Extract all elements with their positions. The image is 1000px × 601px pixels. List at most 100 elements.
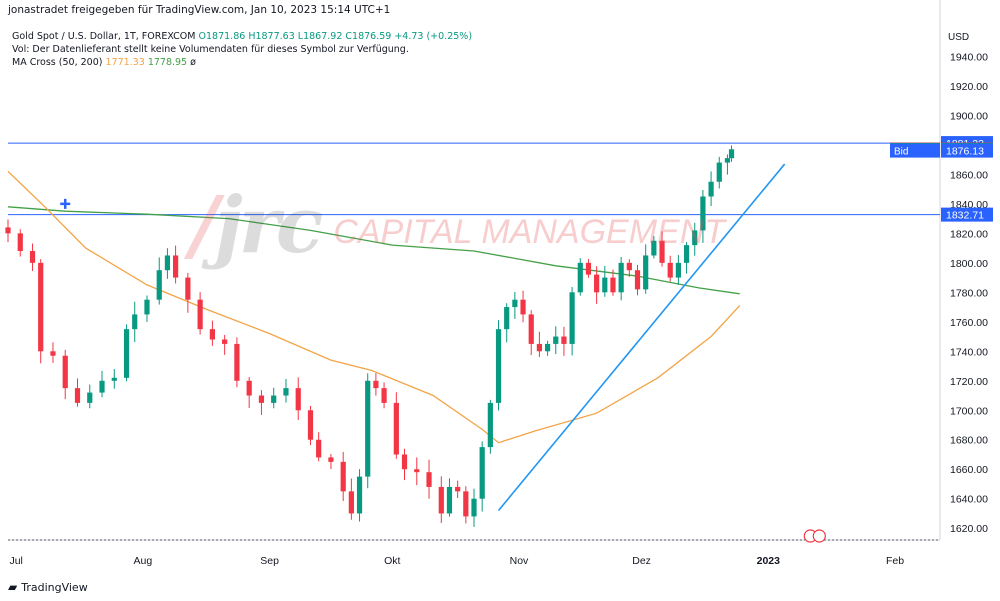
badge-value-bg xyxy=(941,143,993,158)
symbol-name[interactable]: Gold Spot / U.S. Dollar, 1T, FOREXCOM xyxy=(12,31,196,42)
candle xyxy=(17,229,23,257)
candle xyxy=(340,451,346,501)
candle-body xyxy=(340,461,346,492)
shared-by-text: jonastradet freigegeben für TradingView.… xyxy=(8,4,391,16)
candle-body xyxy=(365,380,371,477)
candle xyxy=(438,476,444,524)
candle xyxy=(295,377,301,420)
candle-body xyxy=(144,299,150,315)
candle xyxy=(455,480,461,498)
time-tick-label: Dez xyxy=(632,555,651,567)
candle xyxy=(618,257,624,301)
price-tick-label: 1760.00 xyxy=(950,317,988,329)
candle-body xyxy=(393,402,399,455)
time-tick-label: 2023 xyxy=(757,555,781,567)
candle-body xyxy=(544,343,551,352)
ohlc-close: C1876.59 xyxy=(345,31,392,42)
candle-body xyxy=(495,329,502,403)
time-tick-label: Jul xyxy=(9,555,22,567)
candle-body xyxy=(172,255,179,278)
candle-body xyxy=(123,329,130,378)
price-tick-label: 1860.00 xyxy=(950,169,988,181)
price-tick-label: 1620.00 xyxy=(950,523,988,535)
candle xyxy=(38,259,44,364)
candle-body xyxy=(156,270,162,300)
candle-body xyxy=(209,329,215,340)
candle xyxy=(610,269,616,296)
price-tick-label: 1800.00 xyxy=(950,258,988,270)
price-tick-label: 1720.00 xyxy=(950,376,988,388)
candle-body xyxy=(651,240,657,256)
brand-name: TradingView xyxy=(21,580,88,594)
chart-legend: Gold Spot / U.S. Dollar, 1T, FOREXCOM O1… xyxy=(12,30,472,69)
candle xyxy=(258,390,265,415)
candle xyxy=(594,266,600,304)
candle-body xyxy=(728,149,735,159)
candle-body xyxy=(626,262,632,271)
price-badge: 1832.71 xyxy=(941,207,993,222)
candle xyxy=(5,219,11,243)
candle-body xyxy=(38,262,44,352)
candle xyxy=(692,222,698,256)
candle-body xyxy=(283,388,289,396)
candle-body xyxy=(446,486,453,514)
candle xyxy=(602,265,608,297)
candle xyxy=(577,258,583,296)
ohlc-change: +4.73 (+0.25%) xyxy=(394,31,473,42)
candle xyxy=(675,254,681,285)
candle xyxy=(471,488,477,527)
candle xyxy=(708,171,714,207)
candle xyxy=(401,448,408,481)
candle xyxy=(426,459,432,499)
ma-label[interactable]: MA Cross (50, 200) xyxy=(12,57,103,68)
candle xyxy=(553,326,559,355)
badge-label-bg xyxy=(890,143,940,158)
candle-body xyxy=(438,486,444,514)
badge-value: 1876.13 xyxy=(946,146,984,158)
candle xyxy=(111,369,117,389)
plot-area xyxy=(8,24,940,540)
ma200-line xyxy=(7,206,740,295)
crosshair-marker-icon xyxy=(60,198,71,209)
candle-body xyxy=(520,299,526,315)
ma50-value: 1771.33 xyxy=(105,57,145,68)
candle-body xyxy=(5,227,11,234)
candle-body xyxy=(577,262,583,293)
candle xyxy=(512,292,518,320)
candle-body xyxy=(643,255,649,290)
candle-body xyxy=(618,262,624,293)
candle-body xyxy=(683,245,690,263)
candle-body xyxy=(659,240,665,263)
candle-body xyxy=(356,476,363,514)
candle xyxy=(156,257,162,305)
price-tick-label: 1740.00 xyxy=(950,346,988,358)
badge-value-bg xyxy=(941,207,993,222)
candle xyxy=(626,259,632,277)
candle xyxy=(724,154,731,175)
candle-body xyxy=(87,392,93,403)
candle-body xyxy=(455,486,461,492)
price-tick-label: 1900.00 xyxy=(950,110,988,122)
time-tick-label: Sep xyxy=(260,555,279,567)
candle xyxy=(716,156,722,189)
candle xyxy=(356,469,363,522)
candle xyxy=(487,399,493,454)
ma50-line xyxy=(7,170,741,444)
candle xyxy=(528,310,534,356)
candle xyxy=(328,453,334,470)
candle xyxy=(222,334,228,355)
candle xyxy=(164,248,171,279)
price-tick-label: 1780.00 xyxy=(950,287,988,299)
time-tick-label: Feb xyxy=(886,555,904,567)
candle xyxy=(29,243,36,272)
economic-events-icon xyxy=(803,529,826,543)
candle-body xyxy=(50,351,56,356)
candle xyxy=(307,405,314,446)
candle xyxy=(271,387,277,409)
candle-body xyxy=(585,262,592,275)
candle xyxy=(504,303,510,343)
candle-body xyxy=(307,410,314,440)
candle xyxy=(283,378,289,403)
candle-body xyxy=(610,277,616,293)
